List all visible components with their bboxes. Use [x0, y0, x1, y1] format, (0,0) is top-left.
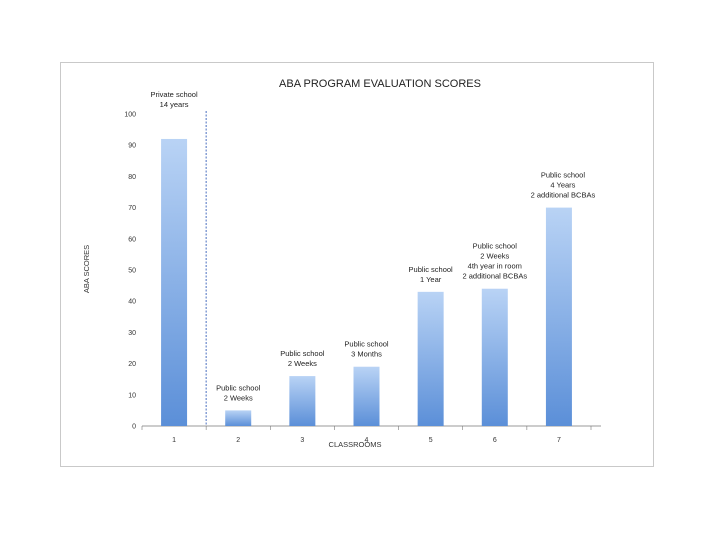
x-tick-label: 6 — [493, 437, 497, 444]
bar-classroom-5 — [417, 291, 444, 426]
chart-frame: ABA PROGRAM EVALUATION SCORES CLASSROOMS… — [60, 62, 654, 467]
y-tick-label: 10 — [128, 392, 136, 399]
bar-chart: ABA PROGRAM EVALUATION SCORES CLASSROOMS… — [82, 78, 601, 449]
annotation-classroom-2: Public school 2 Weeks — [216, 383, 261, 402]
y-tick-label: 100 — [124, 112, 136, 119]
y-tick-label: 0 — [132, 424, 136, 431]
bar-classroom-7 — [545, 207, 572, 426]
y-tick-label: 30 — [128, 330, 136, 337]
annotation-line: Public school — [344, 340, 389, 349]
annotation-line: 2 Weeks — [480, 252, 509, 261]
y-tick-label: 50 — [128, 268, 136, 275]
x-tick-label: 2 — [236, 437, 240, 444]
bar-classroom-6 — [481, 288, 508, 426]
annotation-classroom-7: Public school 4 Years 2 additional BCBAs — [531, 171, 596, 200]
annotation-classroom-5: Public school 1 Year — [409, 265, 454, 284]
x-tick-label: 4 — [365, 437, 369, 444]
y-tick-label: 60 — [128, 236, 136, 243]
annotation-line: 4th year in room — [468, 262, 522, 271]
x-tick-label: 7 — [557, 437, 561, 444]
y-tick-label: 70 — [128, 205, 136, 212]
annotation-classroom-3: Public school 2 Weeks — [280, 349, 325, 368]
y-tick-label: 40 — [128, 299, 136, 306]
annotation-line: Public school — [541, 171, 586, 180]
x-tick-label: 1 — [172, 437, 176, 444]
y-tick-label: 90 — [128, 143, 136, 150]
annotation-line: 1 Year — [420, 275, 442, 284]
annotation-line: Private school — [151, 90, 198, 99]
x-axis-label: CLASSROOMS — [329, 440, 382, 449]
y-tick-label: 20 — [128, 361, 136, 368]
annotation-line: 4 Years — [550, 181, 575, 190]
bar-classroom-2 — [225, 410, 252, 426]
annotation-line: Public school — [473, 242, 518, 251]
annotation-line: Public school — [216, 383, 261, 392]
annotation-classroom-1: Private school 14 years — [151, 90, 198, 109]
annotation-line: 2 additional BCBAs — [462, 272, 527, 281]
annotation-line: 14 years — [160, 100, 189, 109]
y-axis-label: ABA SCORES — [82, 245, 91, 293]
annotation-classroom-6: Public school 2 Weeks 4th year in room 2 ad… — [462, 242, 527, 281]
chart-title: ABA PROGRAM EVALUATION SCORES — [279, 78, 481, 90]
y-tick-label: 80 — [128, 174, 136, 181]
x-tick-label: 5 — [429, 437, 433, 444]
annotation-line: 2 Weeks — [288, 359, 317, 368]
bar-classroom-4 — [353, 366, 380, 426]
annotation-line: 2 Weeks — [224, 393, 253, 402]
bar-classroom-3 — [289, 376, 316, 426]
bar-classroom-1 — [161, 138, 188, 426]
annotation-line: Public school — [409, 265, 454, 274]
annotation-line: 3 Months — [351, 350, 382, 359]
annotation-line: 2 additional BCBAs — [531, 191, 596, 200]
x-tick-label: 3 — [300, 437, 304, 444]
annotation-classroom-4: Public school 3 Months — [344, 340, 389, 359]
annotation-line: Public school — [280, 349, 325, 358]
